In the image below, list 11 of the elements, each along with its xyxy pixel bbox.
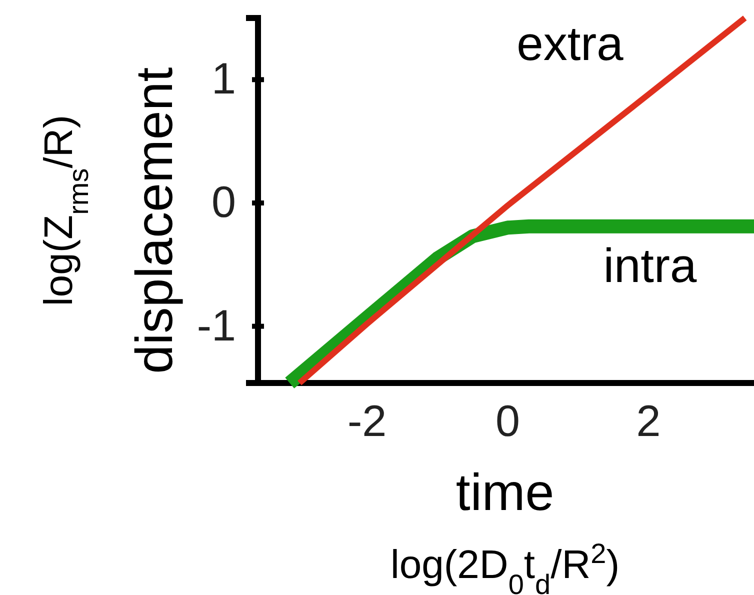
x-tick-label: -2 — [347, 397, 387, 446]
x-axis-title: time — [456, 464, 554, 522]
y-tick-label: 1 — [212, 54, 236, 104]
x-tick-label: 0 — [496, 397, 520, 446]
y-axis-title: displacement — [126, 66, 184, 374]
y-tick-label: 0 — [212, 178, 236, 228]
text: log(2D$_{0}$t$_{d}$/R$^{2}$) — [390, 538, 620, 595]
x-tick-label: 2 — [636, 397, 661, 446]
series-label: extra — [516, 18, 624, 71]
series-label: intra — [603, 240, 697, 293]
y-tick-label: -1 — [196, 301, 236, 350]
